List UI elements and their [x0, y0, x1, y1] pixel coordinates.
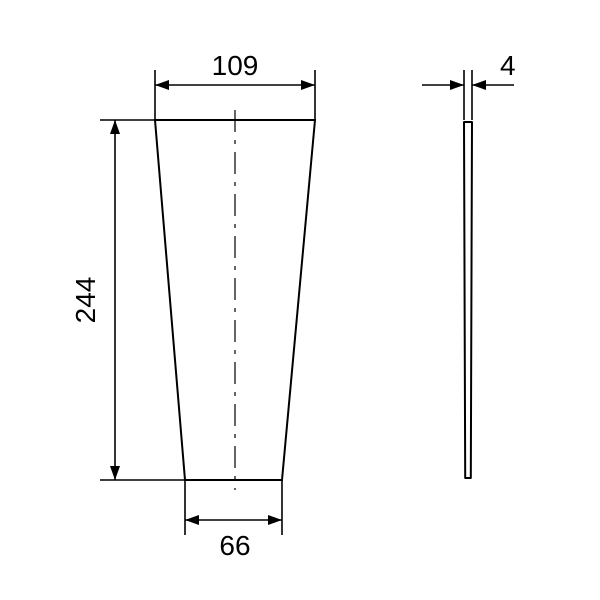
dim-height: 244	[70, 277, 101, 324]
dim-bottom-width: 66	[219, 530, 250, 561]
dim-top-width: 109	[212, 50, 259, 81]
dim-thickness: 4	[500, 50, 516, 81]
side-view-outline	[464, 122, 472, 478]
